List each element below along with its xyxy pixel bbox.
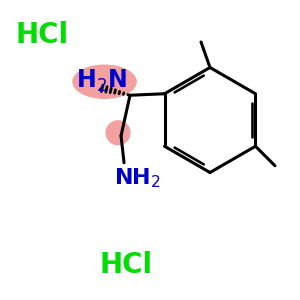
Circle shape [105,120,130,145]
Text: HCl: HCl [99,251,152,279]
Text: H$_2$N: H$_2$N [76,68,127,94]
Ellipse shape [72,64,137,99]
Text: NH$_2$: NH$_2$ [114,166,161,190]
Text: HCl: HCl [15,21,68,49]
